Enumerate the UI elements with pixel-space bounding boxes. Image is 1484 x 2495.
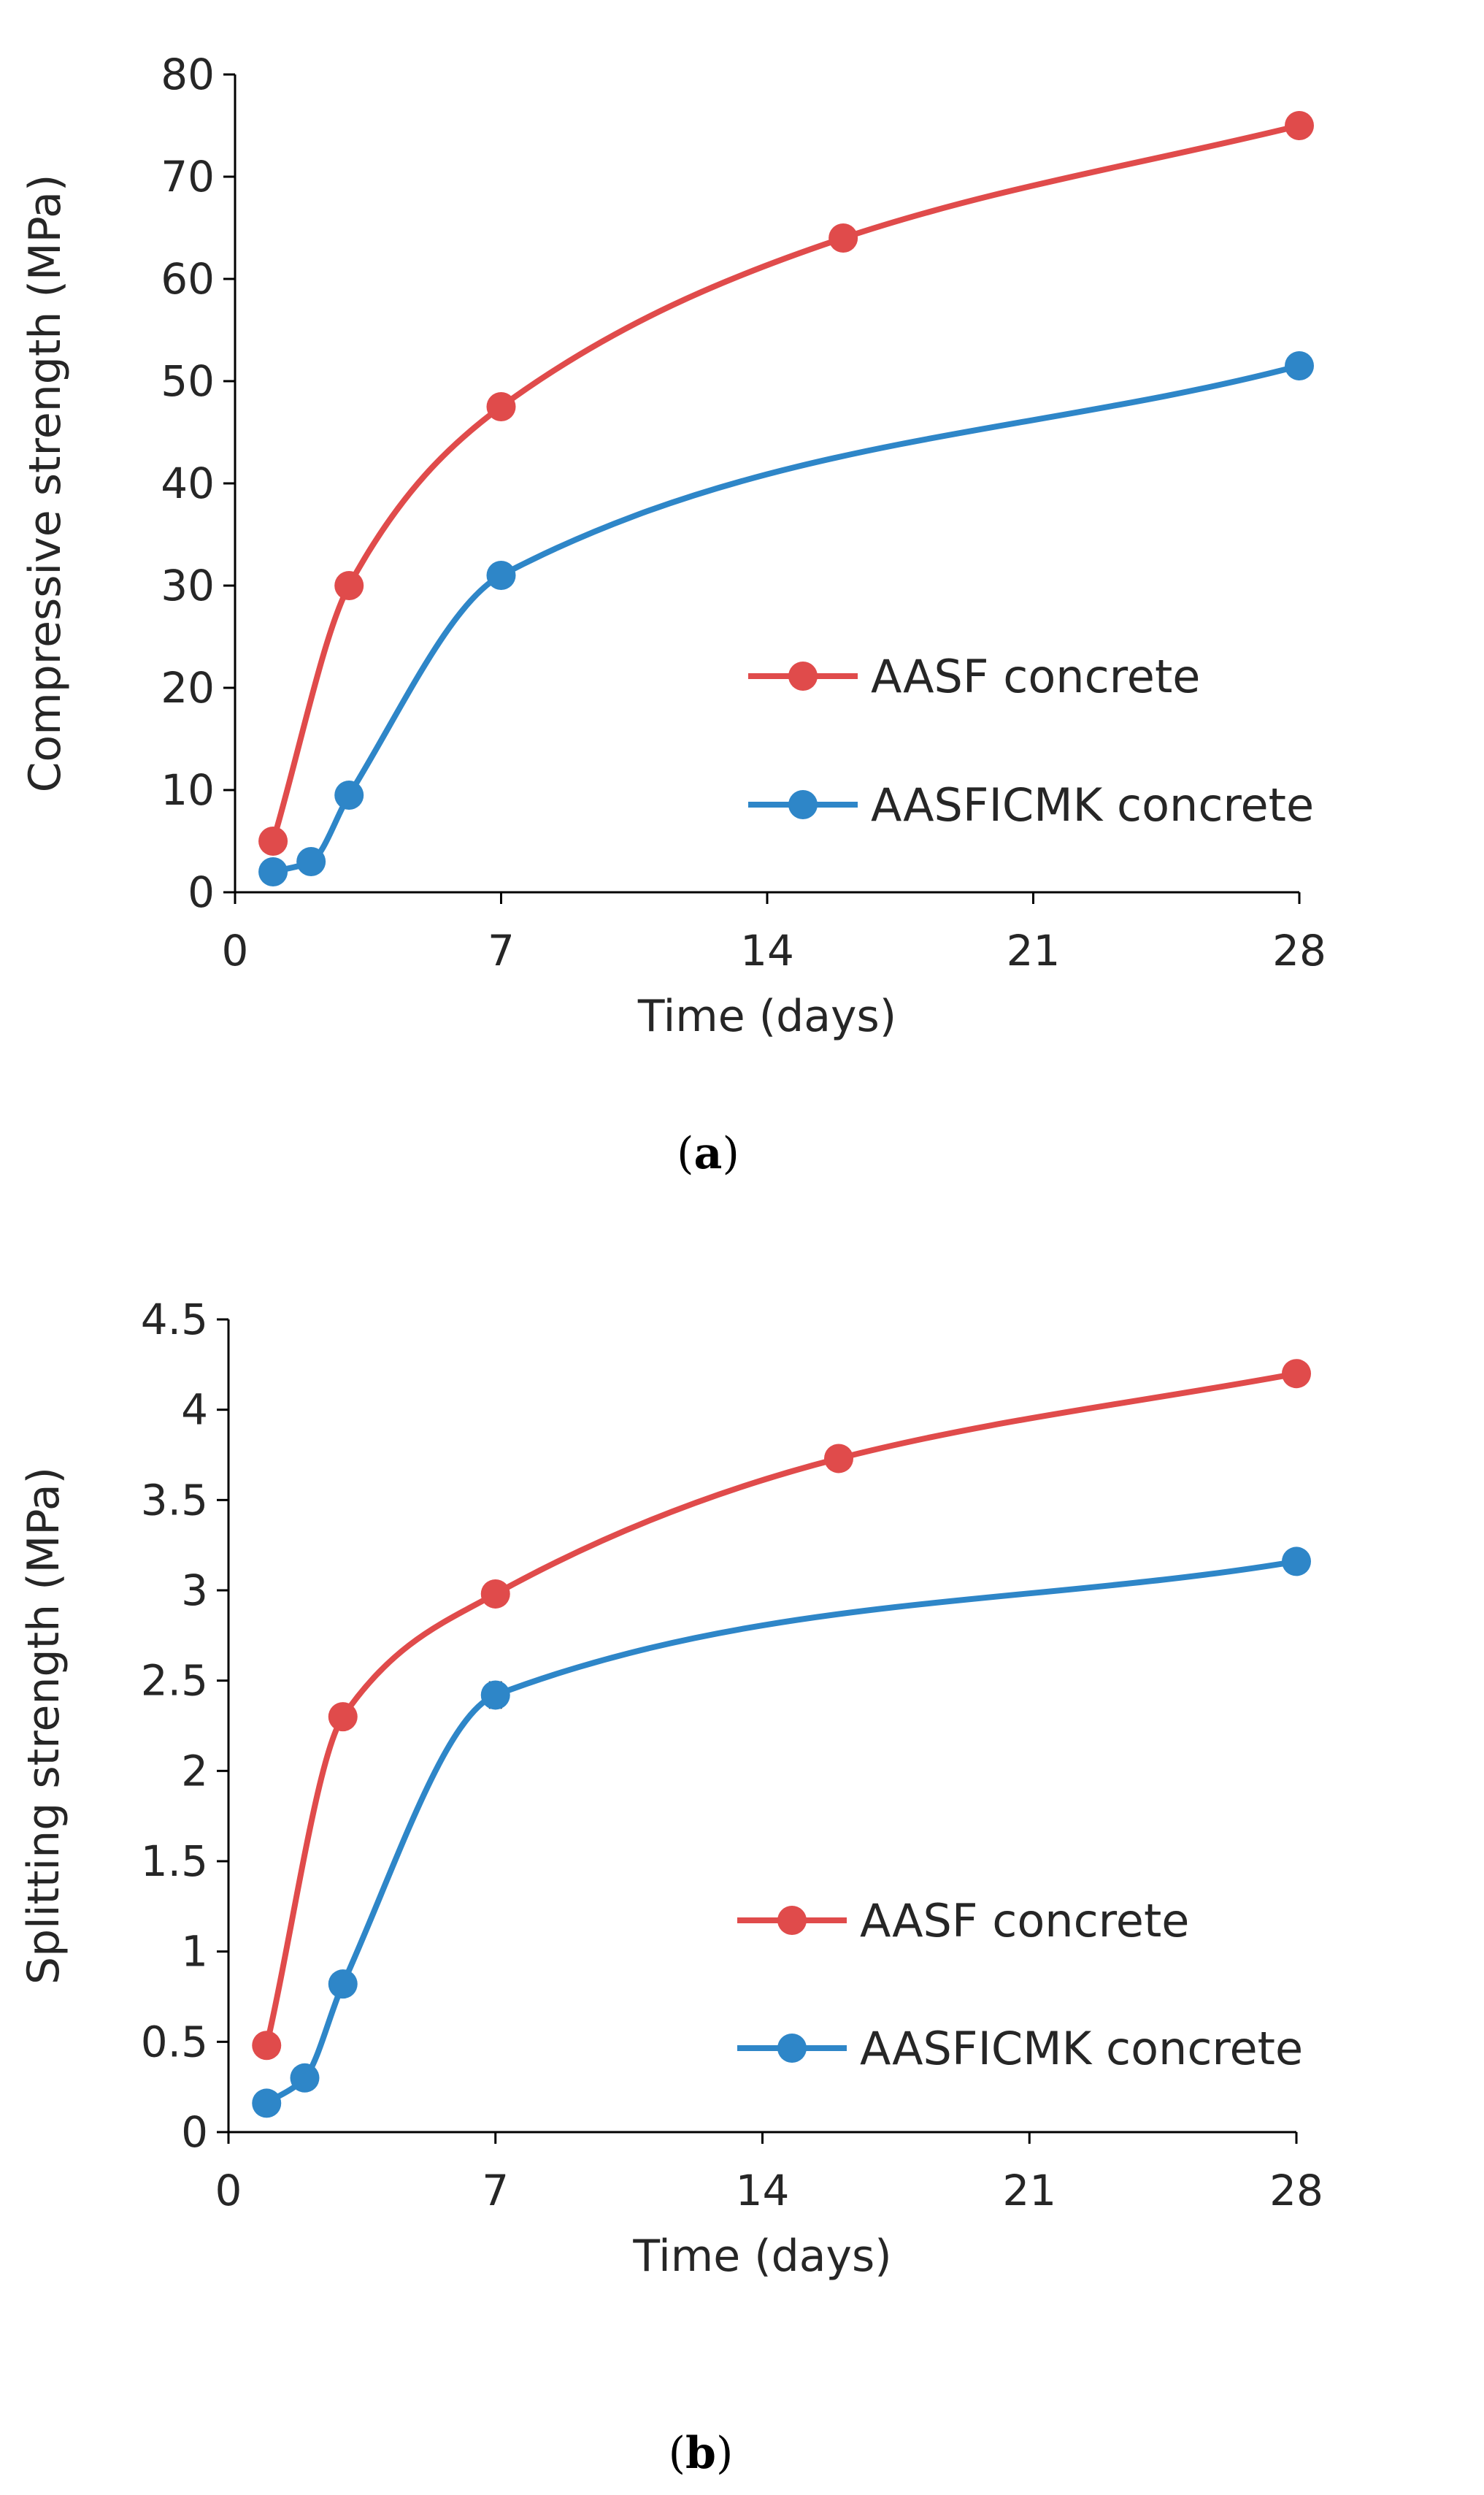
chart-b-series-2-point bbox=[328, 1969, 358, 1999]
chart-a-series-2-point bbox=[1285, 351, 1314, 380]
chart-a-series-1-point bbox=[828, 223, 858, 253]
splitting-strength-chart: 0 0.5 1 1.5 2 2.5 3 3.5 4 4.5 0 7 14 21 28 Time (days) S… bbox=[18, 1295, 1323, 2479]
chart-b-legend-marker bbox=[777, 1906, 807, 1935]
chart-a-y-tick-label: 20 bbox=[161, 663, 215, 713]
chart-b-y-tick-label: 4 bbox=[181, 1385, 208, 1435]
chart-b-y-tick-label: 2.5 bbox=[141, 1656, 208, 1706]
chart-b-y-tick-label: 3 bbox=[181, 1565, 208, 1615]
chart-b-series-1-point bbox=[328, 1702, 358, 1732]
chart-a-legend-label: AASF concrete bbox=[871, 650, 1200, 703]
chart-a-y-tick-label: 60 bbox=[161, 254, 215, 304]
chart-a-x-axis-title: Time (days) bbox=[637, 991, 896, 1042]
chart-b-caption: (b) bbox=[669, 2428, 734, 2479]
chart-a-y-tick-label: 0 bbox=[188, 867, 215, 917]
chart-b-series-2-point bbox=[480, 1680, 510, 1710]
chart-a-legend-marker bbox=[788, 662, 818, 691]
chart-b-series-2-point bbox=[1282, 1547, 1311, 1576]
chart-a-series-1-line bbox=[270, 123, 1300, 843]
chart-b-series-1-point bbox=[1282, 1359, 1311, 1389]
chart-a-y-tick-label: 80 bbox=[161, 50, 215, 99]
compressive-strength-chart: 0 10 20 30 40 50 60 70 80 0 7 14 21 28 Time (days) Comp… bbox=[20, 50, 1326, 1179]
chart-b-legend-label: AASFICMK concrete bbox=[860, 2022, 1303, 2075]
chart-b-series-1-point bbox=[480, 1579, 510, 1609]
chart-a-x-tick-label: 21 bbox=[1007, 926, 1061, 976]
chart-a-x-tick-label: 28 bbox=[1272, 926, 1326, 976]
chart-a-legend-marker bbox=[788, 790, 818, 819]
chart-a-x-tick-label: 7 bbox=[488, 926, 515, 976]
chart-a-legend-label: AASFICMK concrete bbox=[871, 778, 1314, 832]
chart-a-y-tick-label: 50 bbox=[161, 356, 215, 406]
chart-b-y-tick-label: 4.5 bbox=[141, 1295, 208, 1344]
chart-b-series-1-point bbox=[252, 2031, 282, 2061]
chart-a-series-2-point bbox=[334, 781, 364, 810]
chart-a-series-1-point bbox=[1285, 111, 1314, 140]
chart-b-legend-marker bbox=[777, 2034, 807, 2063]
chart-b-marks: 0 0.5 1 1.5 2 2.5 3 3.5 4 4.5 0 7 14 21 28 Time (days) S… bbox=[18, 1295, 1323, 2282]
chart-a-series-1-point bbox=[258, 827, 288, 856]
chart-b-x-tick-label: 7 bbox=[482, 2166, 509, 2215]
chart-b-y-tick-label: 0 bbox=[181, 2107, 208, 2157]
chart-a-series-2-point bbox=[258, 857, 288, 886]
chart-a-x-tick-label: 14 bbox=[740, 926, 794, 976]
chart-b-series-1-line bbox=[264, 1371, 1297, 2047]
chart-a-series-2-point bbox=[486, 561, 516, 590]
chart-a-y-tick-label: 70 bbox=[161, 152, 215, 202]
chart-b-series-2-point bbox=[252, 2088, 282, 2118]
chart-a-y-tick-label: 30 bbox=[161, 561, 215, 610]
chart-b-x-tick-label: 21 bbox=[1002, 2166, 1056, 2215]
chart-b-y-tick-label: 1 bbox=[181, 1927, 208, 1977]
chart-b-series-2-point bbox=[290, 2063, 320, 2093]
chart-a-series-1-point bbox=[486, 392, 516, 421]
chart-b-y-tick-label: 1.5 bbox=[141, 1836, 208, 1886]
chart-b-x-tick-label: 14 bbox=[736, 2166, 790, 2215]
chart-a-x-tick-label: 0 bbox=[222, 926, 249, 976]
chart-b-y-tick-label: 2 bbox=[181, 1746, 208, 1795]
chart-b-x-tick-label: 0 bbox=[215, 2166, 242, 2215]
chart-a-y-tick-label: 40 bbox=[161, 459, 215, 508]
chart-b-x-axis-title: Time (days) bbox=[632, 2231, 891, 2282]
chart-a-series-1-point bbox=[334, 571, 364, 600]
chart-b-x-tick-label: 28 bbox=[1269, 2166, 1323, 2215]
chart-b-y-tick-label: 3.5 bbox=[141, 1475, 208, 1525]
chart-a-y-axis-title: Compressive strength (MPa) bbox=[20, 175, 71, 793]
chart-a-y-tick-label: 10 bbox=[161, 765, 215, 815]
chart-b-y-axis-title: Splitting strength (MPa) bbox=[18, 1467, 69, 1985]
chart-a-caption: (a) bbox=[677, 1128, 739, 1179]
chart-b-y-tick-label: 0.5 bbox=[141, 2017, 208, 2066]
chart-b-legend-label: AASF concrete bbox=[860, 1894, 1189, 1947]
chart-a-series-2-point bbox=[296, 847, 326, 876]
chart-b-series-1-point bbox=[824, 1444, 853, 1473]
chart-a-marks: 0 10 20 30 40 50 60 70 80 0 7 14 21 28 Time (days) Comp… bbox=[20, 50, 1326, 1042]
